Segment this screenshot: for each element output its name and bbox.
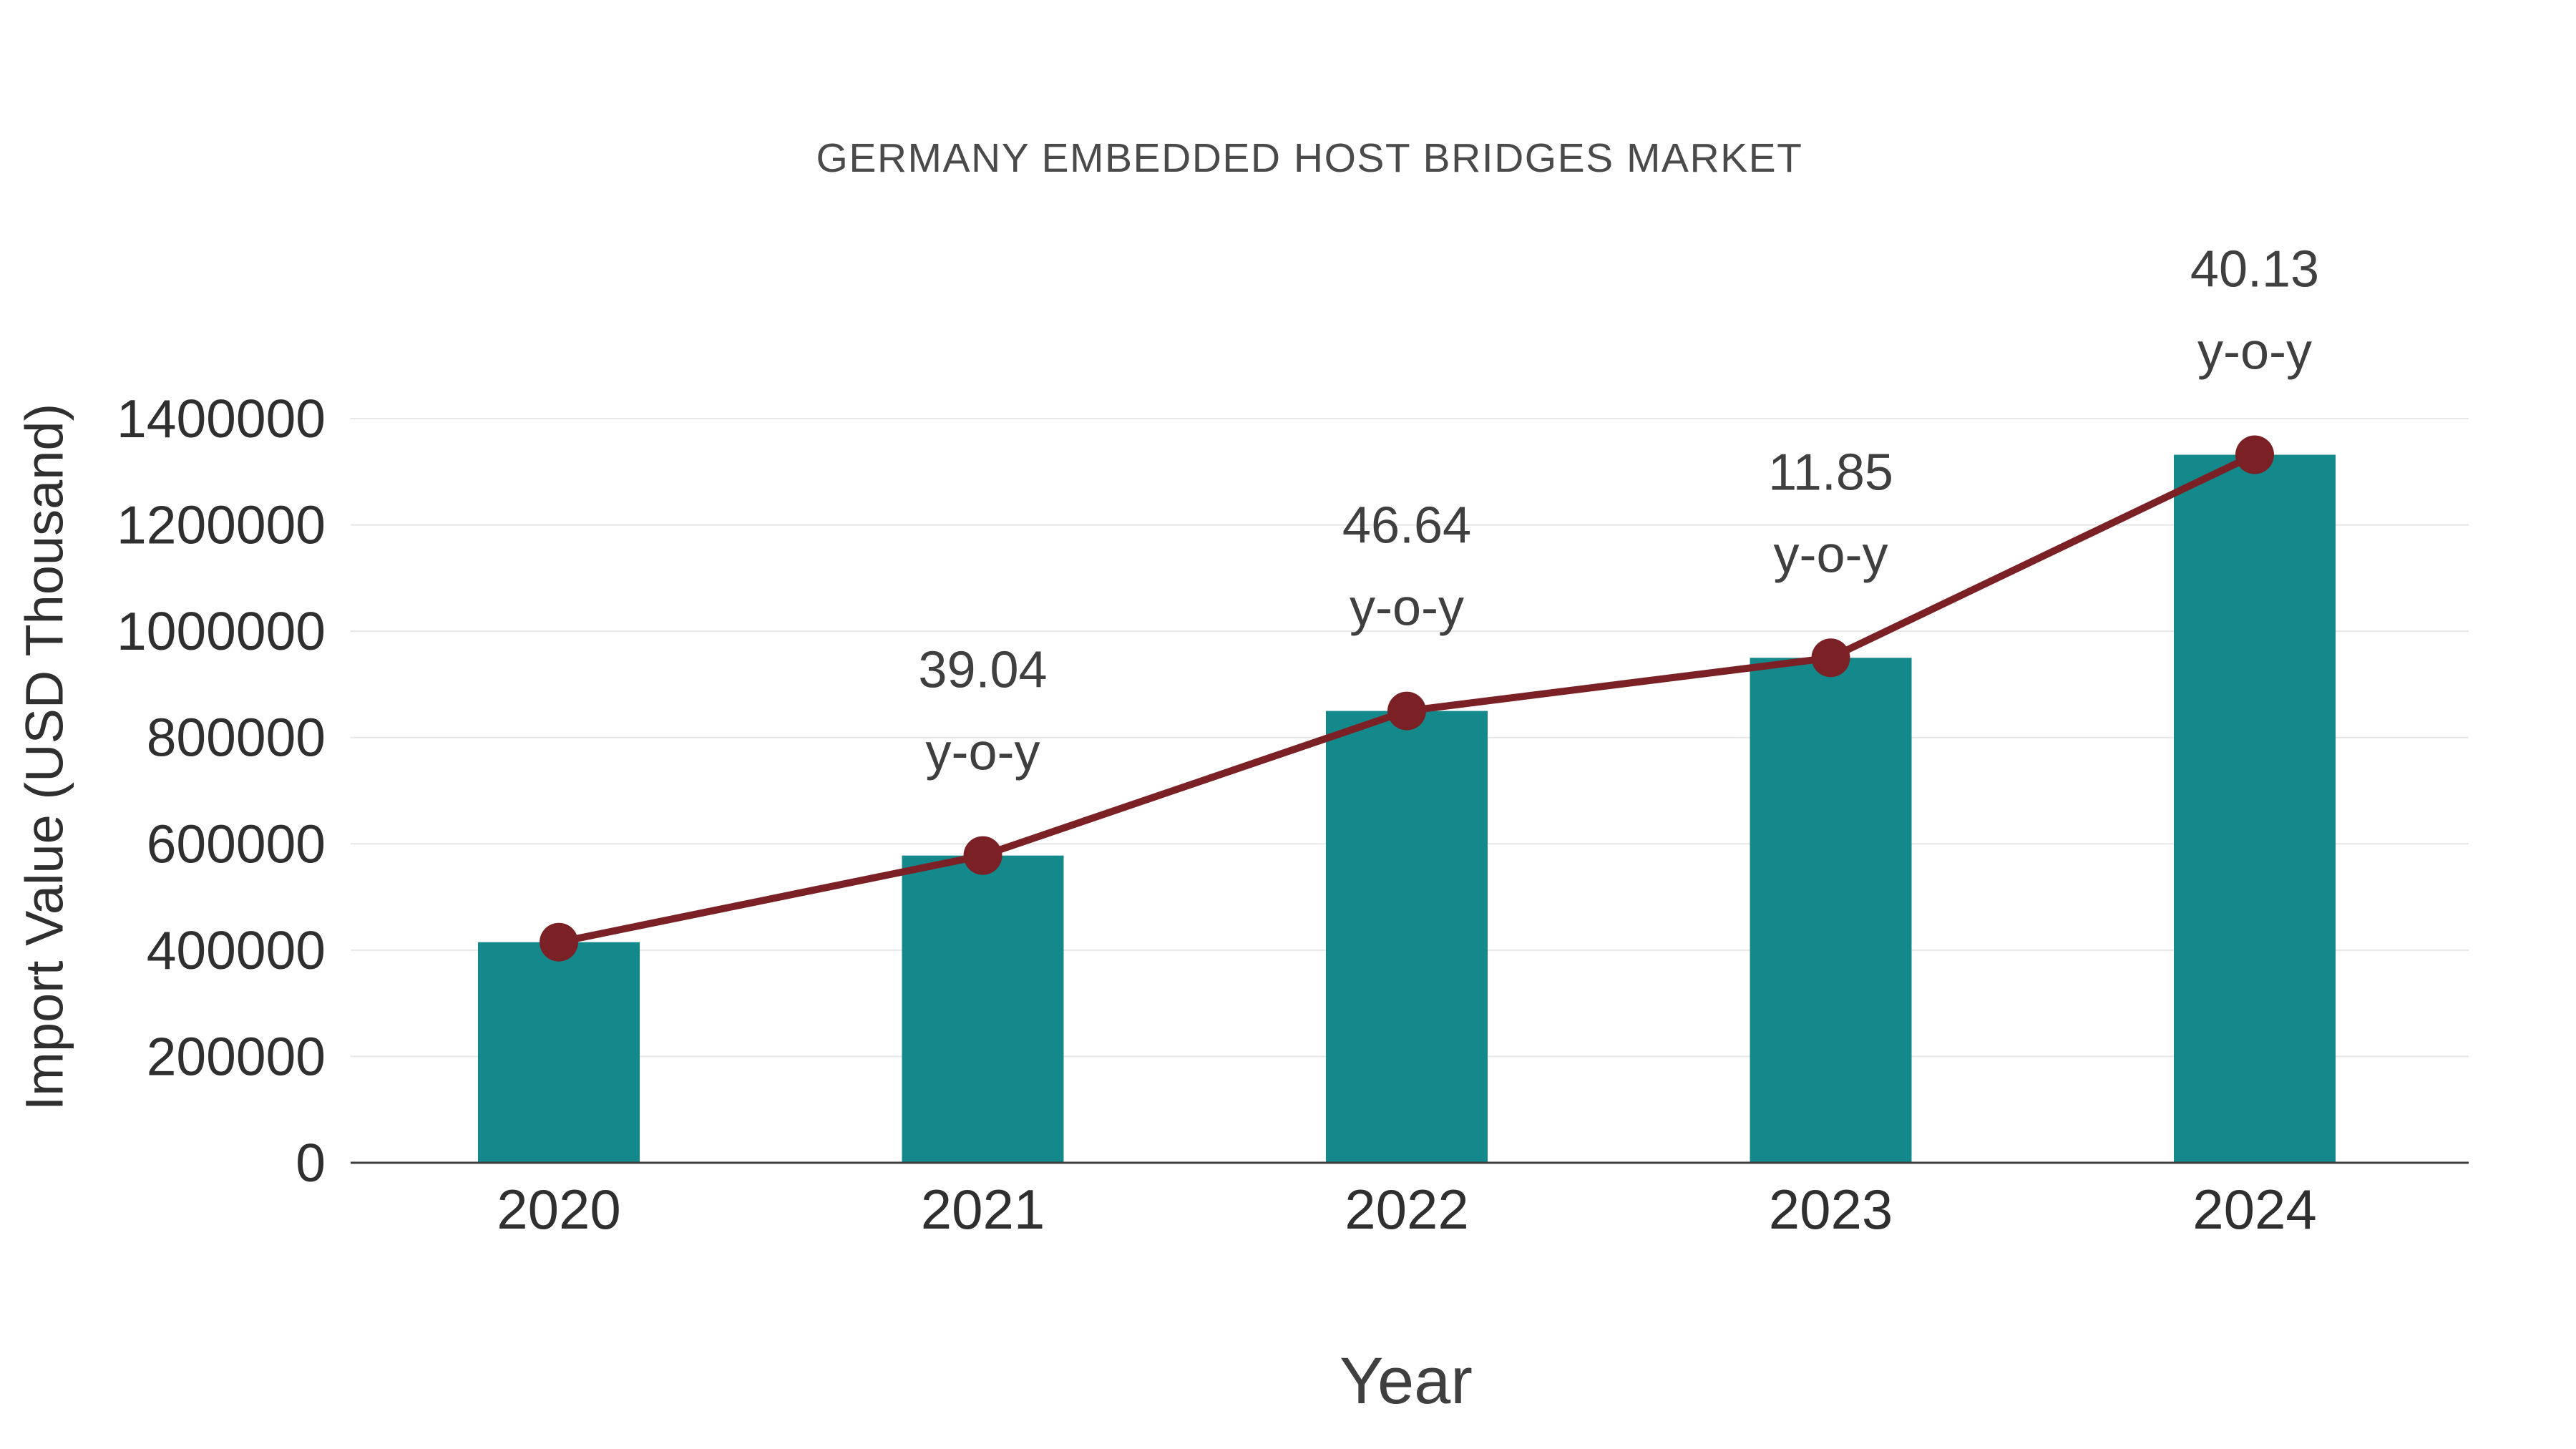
x-tick-label: 2020 [497,1178,621,1241]
data-point-marker-2020 [540,922,578,962]
x-tick-label: 2023 [1769,1178,1893,1241]
y-tick-label: 200000 [147,1026,326,1086]
bar-2023 [1750,658,1912,1163]
x-tick-label: 2021 [921,1178,1045,1241]
bar-2024 [2174,454,2336,1163]
annotation-unit: y-o-y [926,724,1040,781]
y-tick-label: 1200000 [117,495,326,555]
y-tick-label: 600000 [147,814,326,874]
y-tick-label: 1000000 [117,601,326,661]
annotation-unit: y-o-y [2197,323,2312,381]
annotation-value: 11.85 [1768,444,1893,501]
data-point-marker-2024 [2235,435,2274,474]
annotation-value: 39.04 [918,642,1047,699]
annotation-value: 40.13 [2190,241,2319,298]
y-tick-label: 800000 [147,708,326,768]
data-point-marker-2023 [1811,638,1850,678]
x-axis-title: Year [1340,1345,1473,1418]
x-tick-label: 2024 [2192,1178,2317,1241]
data-point-marker-2021 [963,836,1002,875]
x-tick-label: 2022 [1345,1178,1469,1241]
bar-2022 [1326,711,1488,1163]
data-point-marker-2022 [1387,691,1426,731]
annotation-unit: y-o-y [1350,580,1464,637]
bar-2021 [902,855,1064,1163]
chart-title: GERMANY EMBEDDED HOST BRIDGES MARKET [816,135,1803,181]
y-axis-title: Import Value (USD Thousand) [14,403,74,1111]
y-tick-label: 0 [296,1133,326,1193]
y-tick-label: 400000 [147,920,326,980]
annotation-value: 46.64 [1342,497,1471,555]
bar-2020 [478,942,640,1163]
annotation-unit: y-o-y [1774,526,1888,583]
y-tick-label: 1400000 [117,389,326,449]
